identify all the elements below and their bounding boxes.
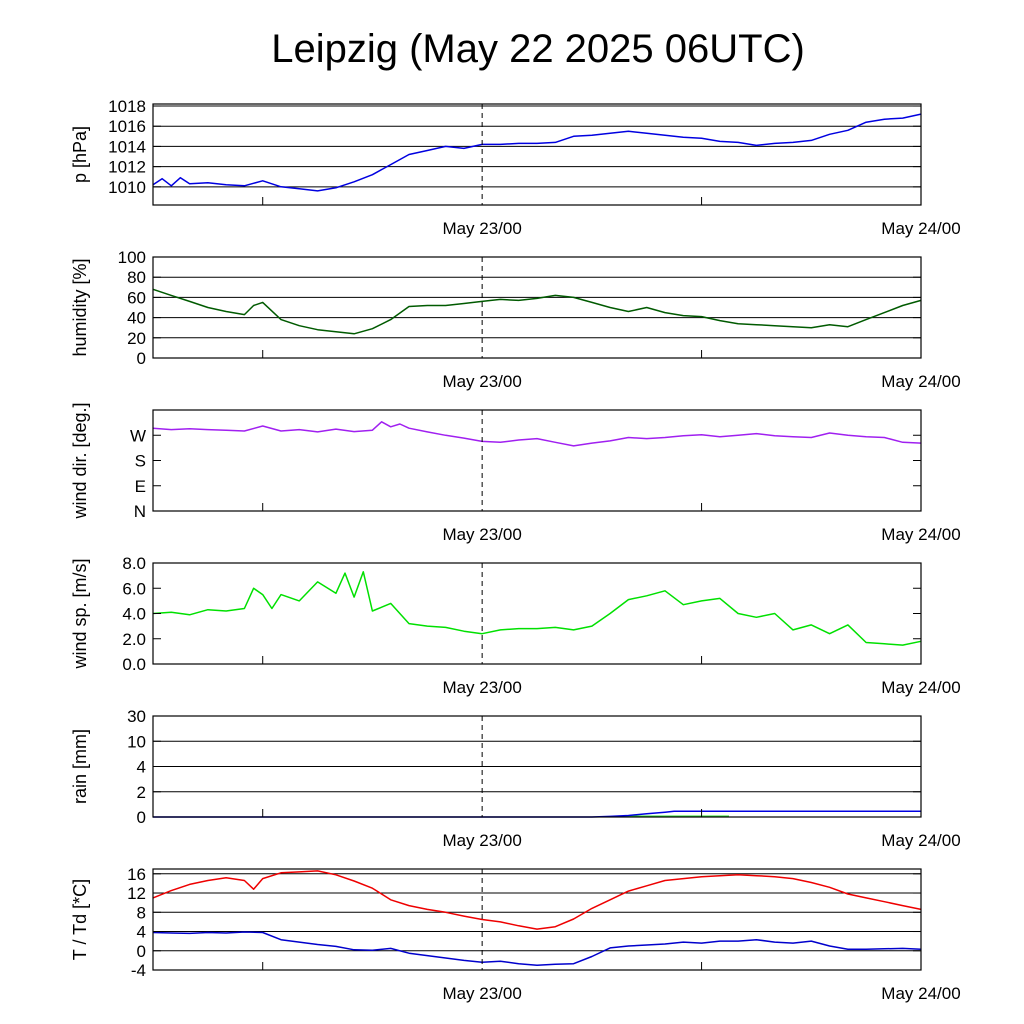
y-axis-label: wind dir. [deg.]	[70, 402, 90, 519]
x-tick-label: May 24/00	[881, 219, 960, 238]
panel-frame	[152, 256, 922, 359]
x-tick-label: May 23/00	[442, 678, 521, 697]
series-line-temperature-td	[152, 931, 922, 966]
y-tick-label: 4.0	[122, 605, 146, 624]
x-tick-label: May 24/00	[881, 372, 960, 391]
series-line-humidity-0	[152, 288, 922, 335]
rain-bar	[619, 815, 729, 817]
y-tick-label: 4	[137, 758, 146, 777]
y-tick-label: 8.0	[122, 554, 146, 573]
x-tick-label: May 24/00	[881, 678, 960, 697]
y-tick-label: 4	[137, 923, 146, 942]
y-tick-label: 1018	[108, 97, 146, 116]
y-tick-label: 0.0	[122, 655, 146, 674]
y-tick-label: 30	[127, 707, 146, 726]
y-axis-label: humidity [%]	[70, 258, 90, 356]
y-tick-label: 2.0	[122, 630, 146, 649]
y-tick-label: S	[135, 452, 146, 471]
x-tick-label: May 23/00	[442, 525, 521, 544]
panel-frame	[152, 103, 922, 206]
y-tick-label: 12	[127, 884, 146, 903]
y-axis-label: T / Td [*C]	[70, 879, 90, 960]
x-tick-label: May 23/00	[442, 984, 521, 1003]
y-tick-label: N	[134, 502, 146, 521]
x-tick-label: May 23/00	[442, 831, 521, 850]
y-tick-label: 1016	[108, 117, 146, 136]
y-tick-label: 0	[137, 942, 146, 961]
x-tick-label: May 24/00	[881, 525, 960, 544]
x-tick-label: May 23/00	[442, 219, 521, 238]
series-line-pressure-0	[152, 113, 922, 192]
y-tick-label: 1014	[108, 137, 146, 156]
y-tick-label: 80	[127, 268, 146, 287]
y-tick-label: 1010	[108, 178, 146, 197]
x-tick-label: May 24/00	[881, 984, 960, 1003]
y-tick-label: 6.0	[122, 579, 146, 598]
panel-frame	[152, 868, 922, 971]
y-tick-label: 40	[127, 309, 146, 328]
y-tick-label: 1012	[108, 158, 146, 177]
y-axis-label: rain [mm]	[70, 729, 90, 804]
y-tick-label: E	[135, 477, 146, 496]
panel-rain: 0 2 4 10 30 May 23/00 May 24/00 rain [mm]	[70, 707, 961, 850]
y-tick-label: 2	[137, 783, 146, 802]
panel-frame	[152, 409, 922, 512]
series-line-wind_direction-0	[152, 421, 922, 447]
y-tick-label: 60	[127, 288, 146, 307]
y-tick-label: 8	[137, 903, 146, 922]
y-axis-label: wind sp. [m/s]	[70, 558, 90, 669]
y-tick-label: W	[130, 426, 146, 445]
y-tick-label: 100	[118, 248, 146, 267]
series-line-temperature-t	[152, 870, 922, 930]
y-axis-label: p [hPa]	[70, 126, 90, 183]
x-tick-label: May 23/00	[442, 372, 521, 391]
y-tick-label: -4	[131, 961, 146, 980]
x-tick-label: May 24/00	[881, 831, 960, 850]
panel-frame	[152, 562, 922, 665]
panel-wind_speed: 0.0 2.0 4.0 6.0 8.0 May 23/00 May 24/00 wind sp…	[70, 554, 961, 697]
y-tick-label: 0	[137, 808, 146, 827]
chart-title: Leipzig (May 22 2025 06UTC)	[271, 27, 805, 71]
series-line-wind_speed-0	[152, 571, 922, 646]
y-tick-label: 0	[137, 349, 146, 368]
y-tick-label: 20	[127, 329, 146, 348]
y-tick-label: 10	[127, 732, 146, 751]
y-tick-label: 16	[127, 865, 146, 884]
series-line-rain-0	[153, 810, 921, 818]
